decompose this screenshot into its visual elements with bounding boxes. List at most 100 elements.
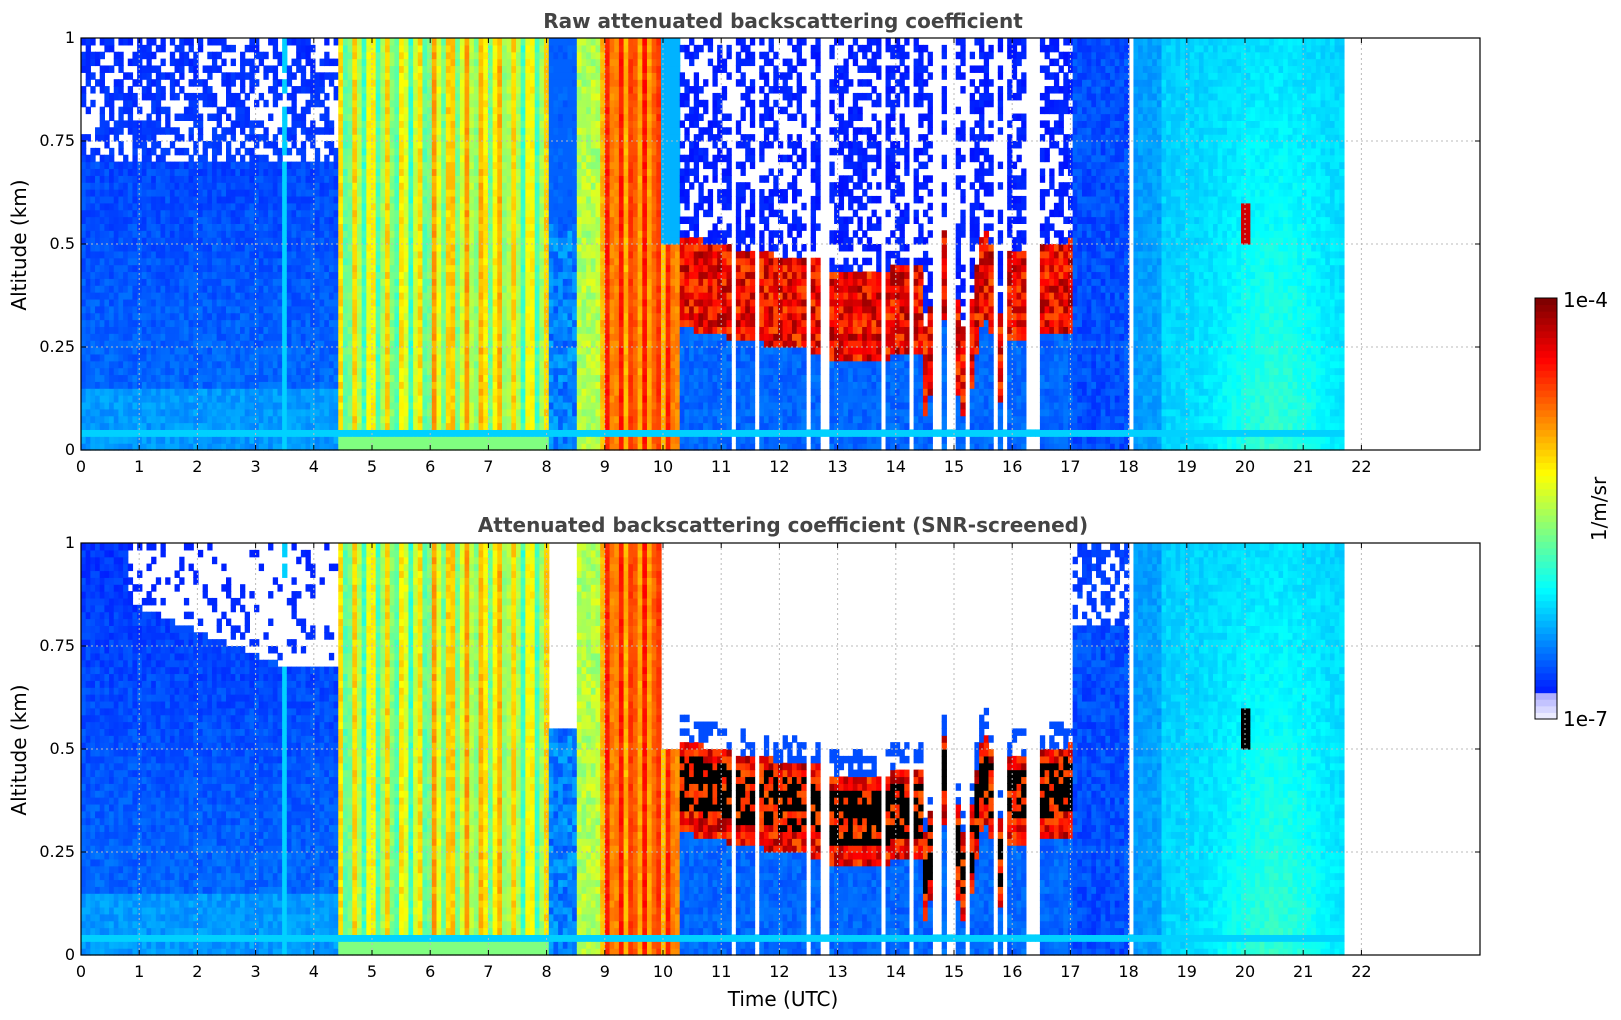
heatmap-cell bbox=[161, 155, 166, 162]
heatmap-cell bbox=[235, 251, 240, 258]
heatmap-cell bbox=[156, 182, 161, 189]
heatmap-cell bbox=[291, 285, 296, 292]
heatmap-cell bbox=[240, 175, 245, 182]
heatmap-cell bbox=[226, 381, 231, 388]
heatmap-cell bbox=[95, 326, 100, 333]
heatmap-cell bbox=[132, 217, 137, 224]
heatmap-cell bbox=[212, 368, 217, 375]
heatmap-cell bbox=[142, 93, 147, 100]
heatmap-cell bbox=[137, 230, 142, 237]
heatmap-cell bbox=[231, 374, 236, 381]
heatmap-cell bbox=[81, 265, 86, 272]
heatmap-cell bbox=[165, 114, 170, 121]
heatmap-cell bbox=[287, 292, 292, 299]
heatmap-cell bbox=[184, 416, 189, 423]
heatmap-cell bbox=[203, 354, 208, 361]
heatmap-cell bbox=[291, 368, 296, 375]
heatmap-cell bbox=[217, 244, 222, 251]
heatmap-cell bbox=[249, 189, 254, 196]
heatmap-cell bbox=[118, 120, 123, 127]
heatmap-cell bbox=[254, 65, 259, 72]
heatmap-cell bbox=[301, 354, 306, 361]
heatmap-cell bbox=[203, 189, 208, 196]
heatmap-cell bbox=[226, 168, 231, 175]
heatmap-cell bbox=[338, 196, 343, 203]
heatmap-cell bbox=[109, 189, 114, 196]
heatmap-cell bbox=[170, 244, 175, 251]
heatmap-cell bbox=[175, 368, 180, 375]
heatmap-cell bbox=[95, 292, 100, 299]
heatmap-cell bbox=[189, 45, 194, 52]
heatmap-cell bbox=[259, 313, 264, 320]
heatmap-cell bbox=[109, 306, 114, 313]
heatmap-cell bbox=[334, 271, 339, 278]
heatmap-cell bbox=[86, 189, 91, 196]
heatmap-cell bbox=[320, 244, 325, 251]
heatmap-cell bbox=[235, 429, 240, 436]
heatmap-cell bbox=[273, 395, 278, 402]
heatmap-cell bbox=[235, 340, 240, 347]
heatmap-cell bbox=[231, 189, 236, 196]
heatmap-cell bbox=[81, 361, 86, 368]
heatmap-cell bbox=[156, 361, 161, 368]
heatmap-cell bbox=[114, 340, 119, 347]
heatmap-cell bbox=[95, 210, 100, 217]
heatmap-cell bbox=[123, 326, 128, 333]
heatmap-cell bbox=[95, 381, 100, 388]
heatmap-cell bbox=[179, 134, 184, 141]
heatmap-cell bbox=[263, 265, 268, 272]
heatmap-cell bbox=[132, 409, 137, 416]
heatmap-cell bbox=[310, 416, 315, 423]
heatmap-cell bbox=[165, 251, 170, 258]
heatmap-cell bbox=[175, 237, 180, 244]
heatmap-cell bbox=[273, 86, 278, 93]
heatmap-cell bbox=[161, 354, 166, 361]
heatmap-cell bbox=[86, 326, 91, 333]
heatmap-cell bbox=[207, 347, 212, 354]
heatmap-cell bbox=[86, 285, 91, 292]
heatmap-cell bbox=[287, 217, 292, 224]
heatmap-cell bbox=[259, 381, 264, 388]
heatmap-cell bbox=[175, 162, 180, 169]
heatmap-cell bbox=[151, 93, 156, 100]
heatmap-cell bbox=[324, 436, 329, 443]
heatmap-cell bbox=[301, 299, 306, 306]
heatmap-cell bbox=[315, 210, 320, 217]
heatmap-cell bbox=[343, 285, 348, 292]
heatmap-cell bbox=[221, 210, 226, 217]
heatmap-cell bbox=[282, 320, 287, 327]
heatmap-cell bbox=[114, 237, 119, 244]
heatmap-cell bbox=[301, 162, 306, 169]
heatmap-cell bbox=[310, 93, 315, 100]
heatmap-cell bbox=[240, 374, 245, 381]
heatmap-cell bbox=[104, 292, 109, 299]
heatmap-cell bbox=[249, 230, 254, 237]
heatmap-cell bbox=[179, 217, 184, 224]
heatmap-cell bbox=[324, 244, 329, 251]
heatmap-cell bbox=[90, 237, 95, 244]
heatmap-cell bbox=[315, 340, 320, 347]
heatmap-cell bbox=[287, 196, 292, 203]
heatmap-cell bbox=[259, 265, 264, 272]
heatmap-cell bbox=[310, 120, 315, 127]
heatmap-cell bbox=[338, 155, 343, 162]
heatmap-cell bbox=[273, 271, 278, 278]
heatmap-cell bbox=[245, 148, 250, 155]
heatmap-cell bbox=[81, 52, 86, 59]
heatmap-cell bbox=[259, 196, 264, 203]
heatmap-cell bbox=[203, 320, 208, 327]
heatmap-cell bbox=[240, 265, 245, 272]
heatmap-cell bbox=[189, 162, 194, 169]
heatmap-cell bbox=[118, 292, 123, 299]
heatmap-cell bbox=[348, 340, 353, 347]
heatmap-cell bbox=[291, 306, 296, 313]
heatmap-cell bbox=[156, 347, 161, 354]
heatmap-cell bbox=[338, 423, 343, 430]
heatmap-cell bbox=[123, 107, 128, 114]
heatmap-cell bbox=[263, 182, 268, 189]
heatmap-cell bbox=[132, 388, 137, 395]
heatmap-cell bbox=[95, 196, 100, 203]
heatmap-cell bbox=[338, 217, 343, 224]
heatmap-cell bbox=[268, 189, 273, 196]
heatmap-cell bbox=[151, 175, 156, 182]
